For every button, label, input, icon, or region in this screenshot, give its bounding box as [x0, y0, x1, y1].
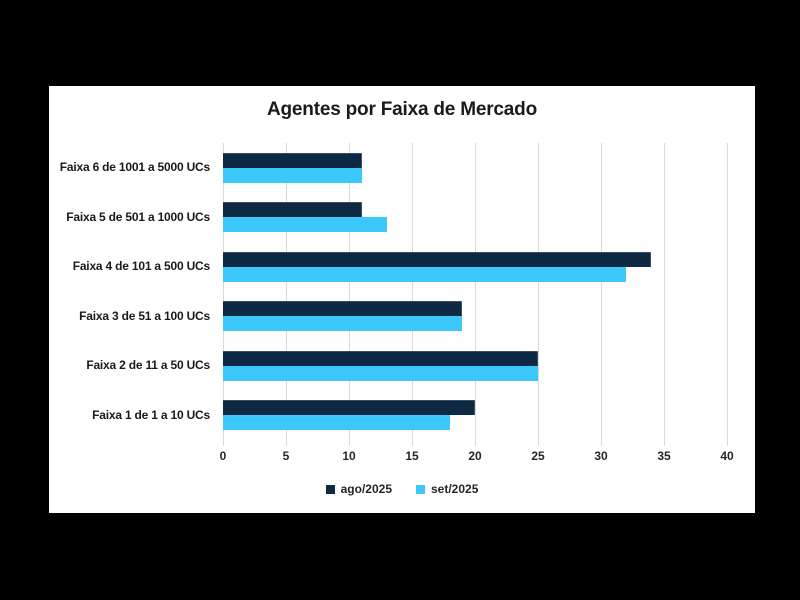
legend-swatch-ago-icon	[325, 484, 335, 494]
gridline	[412, 143, 413, 440]
bar-set-2025	[223, 365, 538, 381]
x-tick-label: 0	[219, 449, 227, 463]
category-label: Faixa 2 de 11 a 50 UCs	[86, 358, 210, 373]
x-tick	[223, 440, 224, 446]
gridline	[601, 143, 602, 440]
bar-ago-2025	[223, 152, 362, 168]
category-label: Faixa 1 de 1 a 10 UCs	[92, 407, 210, 422]
legend-item-ago: ago/2025	[325, 482, 392, 496]
bar-ago-2025	[223, 202, 362, 218]
x-tick	[286, 440, 287, 446]
chart-title: Agentes por Faixa de Mercado	[267, 99, 537, 120]
legend: ago/2025 set/2025	[49, 482, 755, 496]
bar-set-2025	[223, 217, 387, 233]
x-tick	[727, 440, 728, 446]
legend-label-set: set/2025	[431, 482, 479, 496]
bar-ago-2025	[223, 400, 475, 416]
legend-item-set: set/2025	[416, 482, 478, 496]
x-tick	[538, 440, 539, 446]
gridline	[286, 143, 287, 440]
gridline	[538, 143, 539, 440]
bar-ago-2025	[223, 350, 538, 366]
x-tick-label: 25	[531, 449, 545, 463]
bar-set-2025	[223, 316, 463, 332]
category-label: Faixa 6 de 1001 a 5000 UCs	[59, 160, 210, 175]
x-tick-label: 35	[657, 449, 671, 463]
category-axis: Faixa 6 de 1001 a 5000 UCs Faixa 5 de 501…	[49, 86, 210, 513]
x-tick-label: 20	[468, 449, 482, 463]
plot-area: 0 5 10 15 20 25 30 35 40	[220, 143, 734, 463]
bar-set-2025	[223, 167, 362, 183]
gridline	[223, 143, 224, 440]
x-tick	[412, 440, 413, 446]
legend-swatch-set-icon	[416, 484, 425, 494]
bar-set-2025	[223, 266, 627, 282]
gridline	[727, 143, 728, 440]
x-tick-label: 10	[342, 449, 356, 463]
category-label: Faixa 4 de 101 a 500 UCs	[72, 259, 210, 274]
x-tick	[475, 440, 476, 446]
bar-ago-2025	[223, 301, 463, 317]
gridline	[349, 143, 350, 440]
chart-panel: Agentes por Faixa de Mercado Faixa 6 de …	[49, 86, 755, 513]
x-tick	[664, 440, 665, 446]
x-tick-label: 15	[405, 449, 419, 463]
legend-label-ago: ago/2025	[340, 482, 392, 496]
category-label: Faixa 3 de 51 a 100 UCs	[79, 308, 210, 323]
x-tick-label: 5	[282, 449, 290, 463]
category-label: Faixa 5 de 501 a 1000 UCs	[66, 209, 210, 224]
x-tick-label: 40	[720, 449, 734, 463]
bar-set-2025	[223, 415, 450, 431]
x-tick	[601, 440, 602, 446]
bar-ago-2025	[223, 251, 652, 267]
gridline	[475, 143, 476, 440]
x-tick-label: 30	[594, 449, 608, 463]
gridline	[664, 143, 665, 440]
x-tick	[349, 440, 350, 446]
